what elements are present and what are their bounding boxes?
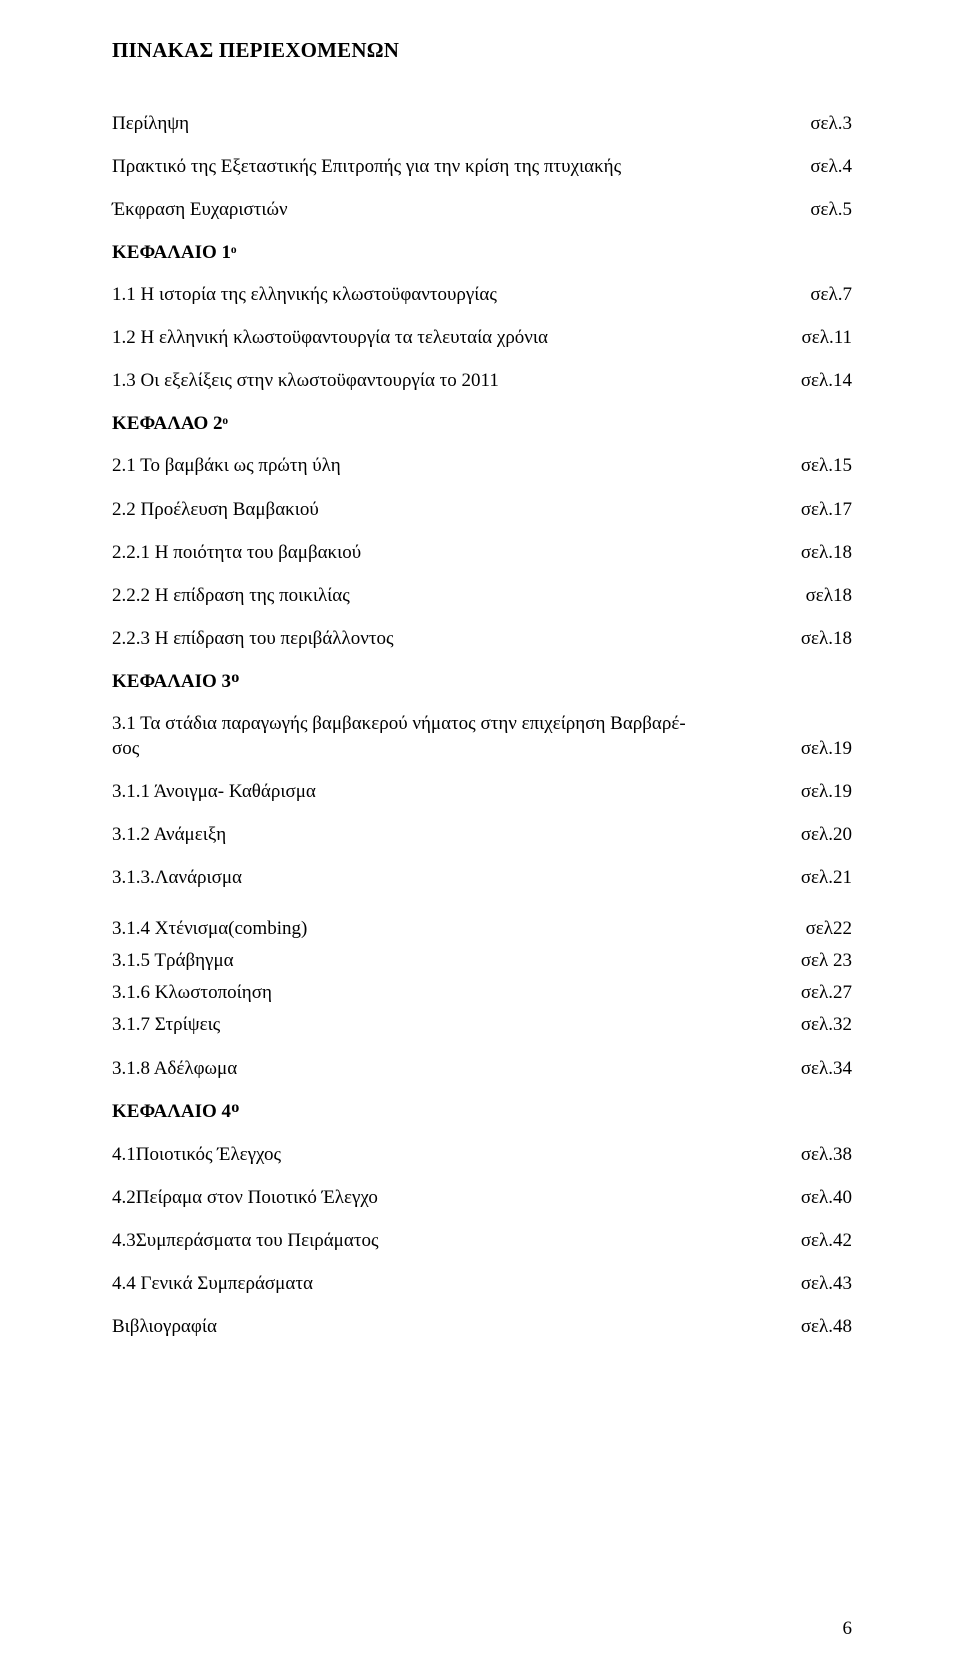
toc-entry: 3.1.2 Ανάμειξη σελ.20: [112, 822, 852, 847]
toc-page: σελ.34: [801, 1056, 852, 1081]
toc-page: σελ.4: [810, 154, 852, 179]
toc-page: σελ.15: [801, 453, 852, 478]
toc-page: σελ.18: [801, 626, 852, 651]
chapter-heading: ΚΕΦΑΛΑΟ 2ᵒ: [112, 413, 852, 435]
toc-page: σελ22: [806, 916, 852, 941]
toc-entry: 1.3 Οι εξελίξεις στην κλωστοϋφαντουργία …: [112, 368, 852, 393]
toc-entry: 1.1 Η ιστορία της ελληνικής κλωστοϋφαντο…: [112, 282, 852, 307]
toc-label-line1: 3.1 Τα στάδια παραγωγής βαμβακερού νήματ…: [112, 711, 852, 736]
toc-page: σελ.38: [801, 1142, 852, 1167]
toc-label-line2: σος: [112, 736, 139, 761]
toc-page: σελ 23: [801, 948, 852, 973]
toc-page: σελ.3: [810, 111, 852, 136]
toc-page: σελ.43: [801, 1271, 852, 1296]
page-title: ΠΙΝΑΚΑΣ ΠΕΡΙΕΧΟΜΕΝΩΝ: [112, 38, 852, 63]
toc-entry: 3.1.6 Κλωστοποίηση σελ.27: [112, 980, 852, 1005]
toc-label: Περίληψη: [112, 111, 189, 136]
toc-label: 3.1.8 Αδέλφωμα: [112, 1056, 237, 1081]
toc-label: 3.1.6 Κλωστοποίηση: [112, 980, 272, 1005]
toc-label: 4.3Συμπεράσματα του Πειράματος: [112, 1228, 378, 1253]
toc-page: σελ.11: [802, 325, 852, 350]
toc-label: Πρακτικό της Εξεταστικής Επιτροπής για τ…: [112, 154, 621, 179]
toc-label: 2.2.2 Η επίδραση της ποικιλίας: [112, 583, 350, 608]
toc-label: 2.2.3 Η επίδραση του περιβάλλοντος: [112, 626, 393, 651]
toc-page: σελ.19: [801, 736, 852, 761]
toc-label: 4.1Ποιοτικός Έλεγχος: [112, 1142, 281, 1167]
toc-page: σελ.27: [801, 980, 852, 1005]
toc-entry: 4.2Πείραμα στον Ποιοτικό Έλεγχο σελ.40: [112, 1185, 852, 1210]
toc-label: 3.1.2 Ανάμειξη: [112, 822, 226, 847]
document-page: ΠΙΝΑΚΑΣ ΠΕΡΙΕΧΟΜΕΝΩΝ Περίληψη σελ.3 Πρακ…: [0, 0, 960, 1678]
toc-page: σελ.42: [801, 1228, 852, 1253]
toc-label: 1.1 Η ιστορία της ελληνικής κλωστοϋφαντο…: [112, 282, 497, 307]
toc-entry: Βιβλιογραφία σελ.48: [112, 1314, 852, 1339]
toc-entry: 3.1.5 Τράβηγμα σελ 23: [112, 948, 852, 973]
toc-page: σελ.17: [801, 497, 852, 522]
page-number: 6: [843, 1618, 853, 1640]
toc-label: 2.1 Το βαμβάκι ως πρώτη ύλη: [112, 453, 341, 478]
toc-entry: 3.1.8 Αδέλφωμα σελ.34: [112, 1056, 852, 1081]
toc-page: σελ.19: [801, 779, 852, 804]
toc-label: 2.2.1 Η ποιότητα του βαμβακιού: [112, 540, 361, 565]
toc-entry: 4.1Ποιοτικός Έλεγχος σελ.38: [112, 1142, 852, 1167]
toc-entry: Έκφραση Ευχαριστιών σελ.5: [112, 197, 852, 222]
chapter-heading-inline: ΚΕΦΑΛΑΙΟ 4ᴼ: [112, 1099, 852, 1124]
toc-label: 3.1.7 Στρίψεις: [112, 1012, 220, 1037]
chapter-heading: ΚΕΦΑΛΑΙΟ 3ᴼ: [112, 671, 852, 693]
toc-entry: 4.3Συμπεράσματα του Πειράματος σελ.42: [112, 1228, 852, 1253]
toc-page: σελ.32: [801, 1012, 852, 1037]
toc-page: σελ.21: [801, 865, 852, 890]
toc-page: σελ.40: [801, 1185, 852, 1210]
toc-page: σελ.14: [801, 368, 852, 393]
toc-entry: 2.2 Προέλευση Βαμβακιού σελ.17: [112, 497, 852, 522]
chapter-heading: ΚΕΦΑΛΑΙΟ 1ᵒ: [112, 242, 852, 264]
toc-page: σελ.5: [810, 197, 852, 222]
toc-entry: 4.4 Γενικά Συμπεράσματα σελ.43: [112, 1271, 852, 1296]
toc-label: 1.3 Οι εξελίξεις στην κλωστοϋφαντουργία …: [112, 368, 499, 393]
toc-label: 1.2 Η ελληνική κλωστοϋφαντουργία τα τελε…: [112, 325, 548, 350]
toc-page: σελ.7: [810, 282, 852, 307]
toc-label: 3.1.5 Τράβηγμα: [112, 948, 234, 973]
toc-entry: Περίληψη σελ.3: [112, 111, 852, 136]
toc-entry: 3.1.7 Στρίψεις σελ.32: [112, 1012, 852, 1037]
toc-page: σελ.18: [801, 540, 852, 565]
toc-entry: 3.1.1 Άνοιγμα- Καθάρισμα σελ.19: [112, 779, 852, 804]
toc-label: 4.4 Γενικά Συμπεράσματα: [112, 1271, 313, 1296]
toc-entry: 2.2.3 Η επίδραση του περιβάλλοντος σελ.1…: [112, 626, 852, 651]
toc-entry: 2.2.2 Η επίδραση της ποικιλίας σελ18: [112, 583, 852, 608]
toc-page: σελ.20: [801, 822, 852, 847]
toc-label: 4.2Πείραμα στον Ποιοτικό Έλεγχο: [112, 1185, 378, 1210]
toc-label: Βιβλιογραφία: [112, 1314, 217, 1339]
toc-entry: 3.1.4 Χτένισμα(combing) σελ22: [112, 916, 852, 941]
toc-entry: 3.1.3.Λανάρισμα σελ.21: [112, 865, 852, 890]
toc-label: 3.1.3.Λανάρισμα: [112, 865, 242, 890]
toc-entry: 2.2.1 Η ποιότητα του βαμβακιού σελ.18: [112, 540, 852, 565]
toc-entry: 2.1 Το βαμβάκι ως πρώτη ύλη σελ.15: [112, 453, 852, 478]
toc-label: 3.1.1 Άνοιγμα- Καθάρισμα: [112, 779, 316, 804]
toc-label: Έκφραση Ευχαριστιών: [112, 197, 288, 222]
chapter-label: ΚΕΦΑΛΑΙΟ 4ᴼ: [112, 1099, 240, 1124]
toc-page: σελ.48: [801, 1314, 852, 1339]
toc-label: 3.1.4 Χτένισμα(combing): [112, 916, 307, 941]
toc-label: 2.2 Προέλευση Βαμβακιού: [112, 497, 319, 522]
toc-entry-wrapped: 3.1 Τα στάδια παραγωγής βαμβακερού νήματ…: [112, 711, 852, 761]
toc-entry: Πρακτικό της Εξεταστικής Επιτροπής για τ…: [112, 154, 852, 179]
toc-entry: 1.2 Η ελληνική κλωστοϋφαντουργία τα τελε…: [112, 325, 852, 350]
toc-page: σελ18: [806, 583, 852, 608]
